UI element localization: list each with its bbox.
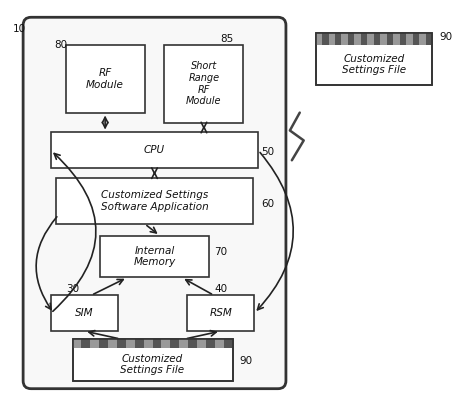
Bar: [380, 33, 387, 44]
FancyBboxPatch shape: [51, 132, 258, 168]
Bar: [126, 339, 135, 348]
Text: Customized
Settings File: Customized Settings File: [342, 54, 406, 76]
Text: CPU: CPU: [144, 145, 165, 155]
Text: 30: 30: [66, 284, 79, 294]
FancyBboxPatch shape: [100, 236, 209, 278]
FancyBboxPatch shape: [51, 295, 118, 331]
Text: 10: 10: [13, 24, 26, 34]
Bar: [72, 339, 233, 381]
Bar: [197, 339, 206, 348]
Bar: [316, 33, 432, 85]
Bar: [179, 339, 188, 348]
Text: RF
Module: RF Module: [86, 68, 124, 90]
FancyBboxPatch shape: [187, 295, 254, 331]
Bar: [72, 339, 81, 348]
Text: 90: 90: [240, 356, 253, 366]
Text: SIM: SIM: [75, 308, 94, 318]
Text: 80: 80: [54, 40, 67, 50]
FancyBboxPatch shape: [56, 178, 253, 224]
Bar: [162, 339, 170, 348]
FancyBboxPatch shape: [23, 17, 286, 389]
Text: 60: 60: [262, 199, 275, 209]
Bar: [341, 33, 348, 44]
Text: RSM: RSM: [209, 308, 232, 318]
Bar: [367, 33, 374, 44]
Bar: [419, 33, 426, 44]
Bar: [393, 33, 400, 44]
Bar: [215, 339, 224, 348]
FancyBboxPatch shape: [66, 45, 145, 113]
Bar: [316, 33, 322, 44]
Text: 90: 90: [440, 32, 453, 42]
Bar: [406, 33, 413, 44]
FancyBboxPatch shape: [164, 45, 243, 122]
Text: 70: 70: [214, 247, 228, 257]
Bar: [316, 33, 432, 44]
Text: 40: 40: [214, 284, 228, 294]
Bar: [72, 339, 233, 381]
Bar: [90, 339, 99, 348]
Bar: [354, 33, 361, 44]
Text: Customized Settings
Software Application: Customized Settings Software Application: [101, 190, 208, 212]
Text: Internal
Memory: Internal Memory: [133, 246, 176, 268]
Bar: [72, 339, 233, 348]
Bar: [108, 339, 117, 348]
Text: 50: 50: [262, 147, 275, 157]
Text: 85: 85: [220, 34, 233, 44]
Bar: [316, 33, 432, 85]
Bar: [329, 33, 335, 44]
Text: Short
Range
RF
Module: Short Range RF Module: [186, 62, 222, 106]
Bar: [144, 339, 152, 348]
Text: Customized
Settings File: Customized Settings File: [121, 354, 185, 375]
